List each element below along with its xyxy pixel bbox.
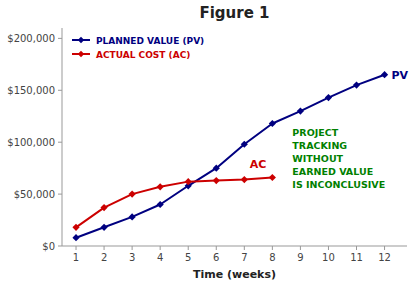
annotation-line: WITHOUT <box>292 153 343 164</box>
series-line <box>76 177 272 227</box>
x-axis <box>62 246 407 247</box>
series-marker <box>297 107 304 114</box>
x-tick <box>132 246 133 250</box>
x-tick <box>76 246 77 250</box>
y-tick <box>58 38 62 39</box>
series-marker <box>269 120 276 127</box>
x-tick <box>384 246 385 250</box>
series-marker <box>241 141 248 148</box>
series-line <box>76 75 385 238</box>
y-tick-label: $50,000 <box>14 189 55 200</box>
x-tick-label: 12 <box>378 252 391 263</box>
series-marker <box>72 224 79 231</box>
x-tick-label: 1 <box>73 252 79 263</box>
x-tick <box>300 246 301 250</box>
x-tick <box>188 246 189 250</box>
legend-marker <box>78 51 84 57</box>
legend: PLANNED VALUE (PV) ACTUAL COST (AC) <box>72 36 204 60</box>
x-tick-label: 7 <box>241 252 247 263</box>
y-tick-label: $150,000 <box>7 85 55 96</box>
series-marker <box>100 224 107 231</box>
series-marker <box>100 204 107 211</box>
series-tag: AC <box>250 158 267 171</box>
y-tick <box>58 246 62 247</box>
series-marker <box>213 177 220 184</box>
x-tick <box>244 246 245 250</box>
x-tick-label: 4 <box>157 252 163 263</box>
x-tick-label: 3 <box>129 252 135 263</box>
x-tick <box>216 246 217 250</box>
series-marker <box>185 178 192 185</box>
plot-area <box>72 71 388 241</box>
y-tick <box>58 194 62 195</box>
x-tick-label: 6 <box>213 252 219 263</box>
y-tick <box>58 142 62 143</box>
x-tick-label: 2 <box>101 252 107 263</box>
annotation-line: PROJECT <box>292 127 338 138</box>
annotation-line: TRACKING <box>292 140 347 151</box>
series-marker <box>157 201 164 208</box>
x-tick <box>356 246 357 250</box>
chart: Figure 1 $0 $50,000 $100,000 $150,000 $200,00… <box>0 0 419 286</box>
series-marker <box>381 71 388 78</box>
annotation: PROJECT TRACKING WITHOUT EARNED VALUE IS INC… <box>292 127 385 190</box>
y-tick-label: $200,000 <box>7 33 55 44</box>
legend-label: ACTUAL COST (AC) <box>96 50 190 60</box>
x-tick-label: 11 <box>350 252 363 263</box>
series-marker <box>241 176 248 183</box>
series-marker <box>269 174 276 181</box>
y-axis <box>62 28 63 246</box>
series-marker <box>129 190 136 197</box>
x-tick <box>272 246 273 250</box>
series-marker <box>72 234 79 241</box>
series-marker <box>129 213 136 220</box>
x-tick-label: 9 <box>297 252 303 263</box>
x-tick-label: 5 <box>185 252 191 263</box>
annotation-line: EARNED VALUE <box>292 166 373 177</box>
x-tick-label: 8 <box>269 252 275 263</box>
y-tick-label: $0 <box>42 241 55 252</box>
annotation-line: IS INCONCLUSIVE <box>292 179 385 190</box>
title: Figure 1 <box>199 4 269 22</box>
series-tag: PV <box>392 69 409 82</box>
series-marker <box>157 183 164 190</box>
legend-label: PLANNED VALUE (PV) <box>96 36 204 46</box>
series-marker <box>325 94 332 101</box>
x-tick <box>160 246 161 250</box>
x-tick <box>328 246 329 250</box>
x-tick-label: 10 <box>322 252 335 263</box>
y-tick <box>58 90 62 91</box>
legend-marker <box>78 37 84 43</box>
y-tick-label: $100,000 <box>7 137 55 148</box>
series-marker <box>353 81 360 88</box>
x-tick <box>104 246 105 250</box>
x-axis-label: Time (weeks) <box>193 268 276 281</box>
series-marker <box>213 165 220 172</box>
